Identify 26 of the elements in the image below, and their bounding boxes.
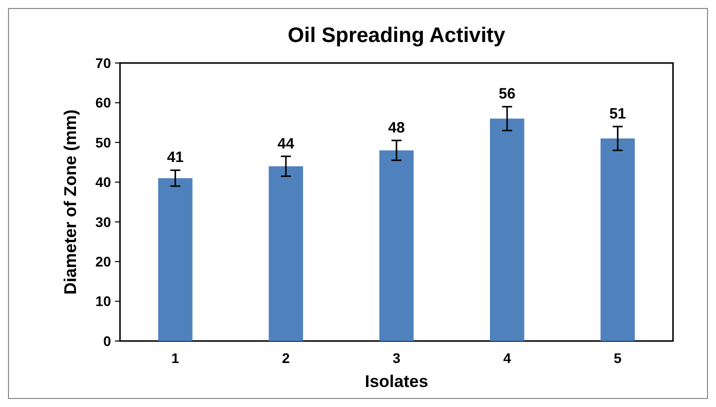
bar [600, 138, 635, 341]
bar [490, 118, 524, 341]
data-label: 51 [609, 106, 626, 123]
x-tick-label: 2 [282, 350, 290, 366]
data-label: 44 [278, 135, 295, 152]
y-tick-label: 20 [95, 253, 112, 270]
y-tick-label: 60 [95, 94, 112, 111]
x-tick-label: 4 [503, 350, 512, 366]
x-tick-label: 5 [614, 350, 622, 366]
x-tick-label: 1 [171, 350, 180, 366]
y-tick-label: 10 [95, 293, 112, 310]
y-tick-label: 70 [95, 54, 112, 71]
chart-title: Oil Spreading Activity [288, 24, 506, 47]
y-tick-label: 50 [95, 134, 112, 150]
data-label: 41 [166, 149, 184, 166]
data-label: 48 [388, 119, 405, 136]
y-axis-title: Diameter of Zone (mm) [61, 109, 80, 295]
bar [158, 178, 192, 341]
y-tick-label: 30 [95, 214, 112, 230]
x-axis-title: Isolates [364, 372, 428, 391]
x-tick-label: 3 [392, 350, 401, 366]
y-tick-label: 40 [95, 174, 112, 190]
bar [268, 166, 304, 341]
y-tick-label: 0 [103, 332, 112, 349]
data-label: 56 [498, 86, 516, 103]
bar [379, 150, 414, 341]
